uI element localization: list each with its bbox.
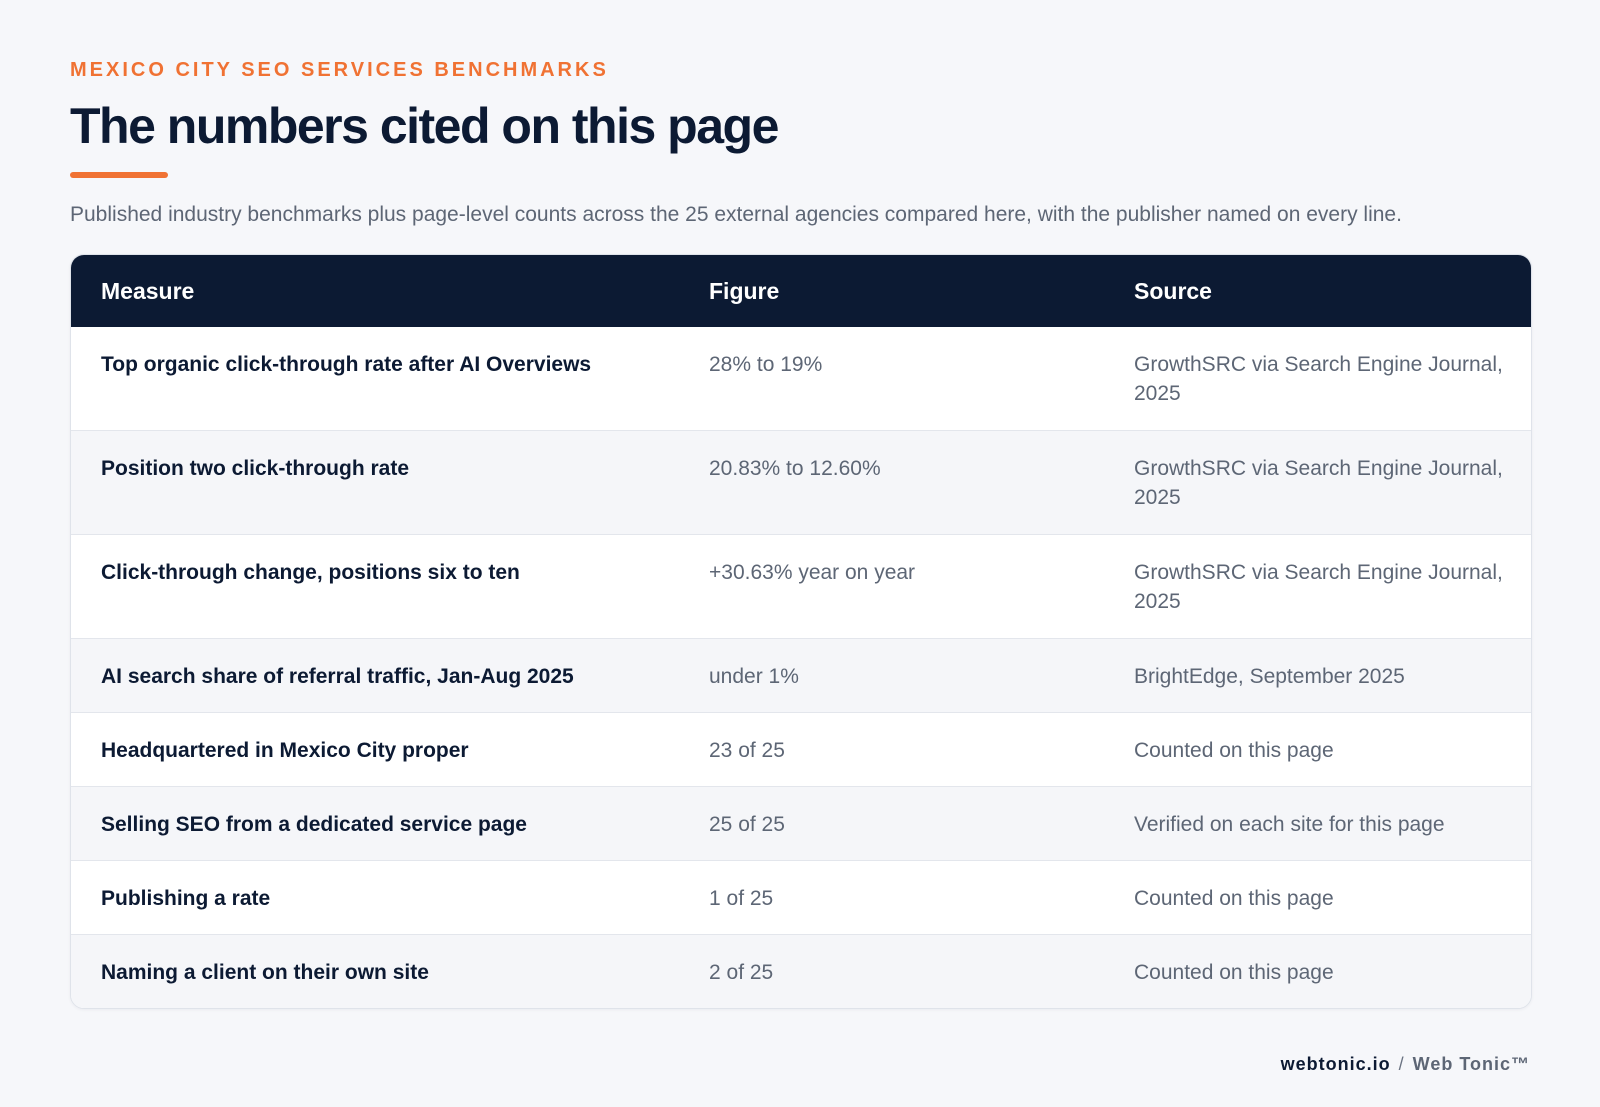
figure-cell: 2 of 25	[679, 934, 1104, 1008]
column-header-measure: Measure	[101, 277, 195, 304]
eyebrow-label: MEXICO CITY SEO SERVICES BENCHMARKS	[70, 59, 609, 81]
benchmarks-page: MEXICO CITY SEO SERVICES BENCHMARKS The …	[70, 56, 1532, 1009]
figure-cell: 28% to 19%	[709, 353, 823, 376]
figure-cell: under 1%	[679, 638, 1104, 713]
page-subtitle: Published industry benchmarks plus page-…	[70, 203, 1402, 226]
source-cell: GrowthSRC via Search Engine Journal, 202…	[1104, 430, 1531, 535]
footer-credit: webtonic.io / Web Tonic™	[1281, 1054, 1530, 1075]
measure-cell: Position two click-through rate	[71, 430, 679, 535]
footer-separator: /	[1398, 1054, 1405, 1074]
title-accent-bar	[70, 172, 168, 178]
footer-brand: Web Tonic™	[1412, 1054, 1530, 1074]
source-cell: Counted on this page	[1104, 860, 1531, 935]
column-header-figure: Figure	[709, 277, 780, 304]
page-title: The numbers cited on this page	[70, 98, 779, 154]
measure-cell: Publishing a rate	[71, 860, 679, 935]
benchmarks-table-card: Measure Figure Source Top organic click-…	[70, 254, 1532, 1009]
measure-cell: Naming a client on their own site	[71, 934, 679, 1008]
table-row: Position two click-through rate 20.83% t…	[71, 430, 1531, 535]
source-cell: GrowthSRC via Search Engine Journal, 202…	[1104, 534, 1531, 639]
table-row: Headquartered in Mexico City proper 23 o…	[71, 712, 1531, 787]
figure-cell: +30.63% year on year	[679, 534, 1104, 639]
footer-domain: webtonic.io	[1280, 1054, 1391, 1074]
table-row: AI search share of referral traffic, Jan…	[71, 638, 1531, 713]
table-header: Measure Figure Source	[71, 255, 1531, 327]
table-row: Publishing a rate 1 of 25 Counted on thi…	[71, 860, 1531, 935]
source-cell: BrightEdge, September 2025	[1104, 638, 1531, 713]
figure-cell: 25 of 25	[679, 786, 1104, 861]
table-body: Top organic click-through rate after AI …	[71, 327, 1531, 1008]
benchmarks-table: Measure Figure Source Top organic click-…	[71, 255, 1531, 1008]
figure-cell: 1 of 25	[679, 860, 1104, 935]
figure-cell: 20.83% to 12.60%	[679, 430, 1104, 535]
source-cell: GrowthSRC via Search Engine Journal, 202…	[1134, 353, 1503, 405]
table-row: Selling SEO from a dedicated service pag…	[71, 786, 1531, 861]
table-row: Naming a client on their own site 2 of 2…	[71, 934, 1531, 1008]
table-row: Top organic click-through rate after AI …	[71, 327, 1531, 431]
table-header-row: Measure Figure Source	[71, 255, 1531, 327]
source-cell: Verified on each site for this page	[1104, 786, 1531, 861]
measure-cell: Top organic click-through rate after AI …	[101, 353, 592, 376]
measure-cell: AI search share of referral traffic, Jan…	[71, 638, 679, 713]
column-header-source: Source	[1134, 277, 1212, 304]
source-cell: Counted on this page	[1104, 934, 1531, 1008]
measure-cell: Headquartered in Mexico City proper	[71, 712, 679, 787]
source-cell: Counted on this page	[1104, 712, 1531, 787]
figure-cell: 23 of 25	[679, 712, 1104, 787]
measure-cell: Selling SEO from a dedicated service pag…	[71, 786, 679, 861]
table-row: Click-through change, positions six to t…	[71, 534, 1531, 639]
measure-cell: Click-through change, positions six to t…	[71, 534, 679, 639]
